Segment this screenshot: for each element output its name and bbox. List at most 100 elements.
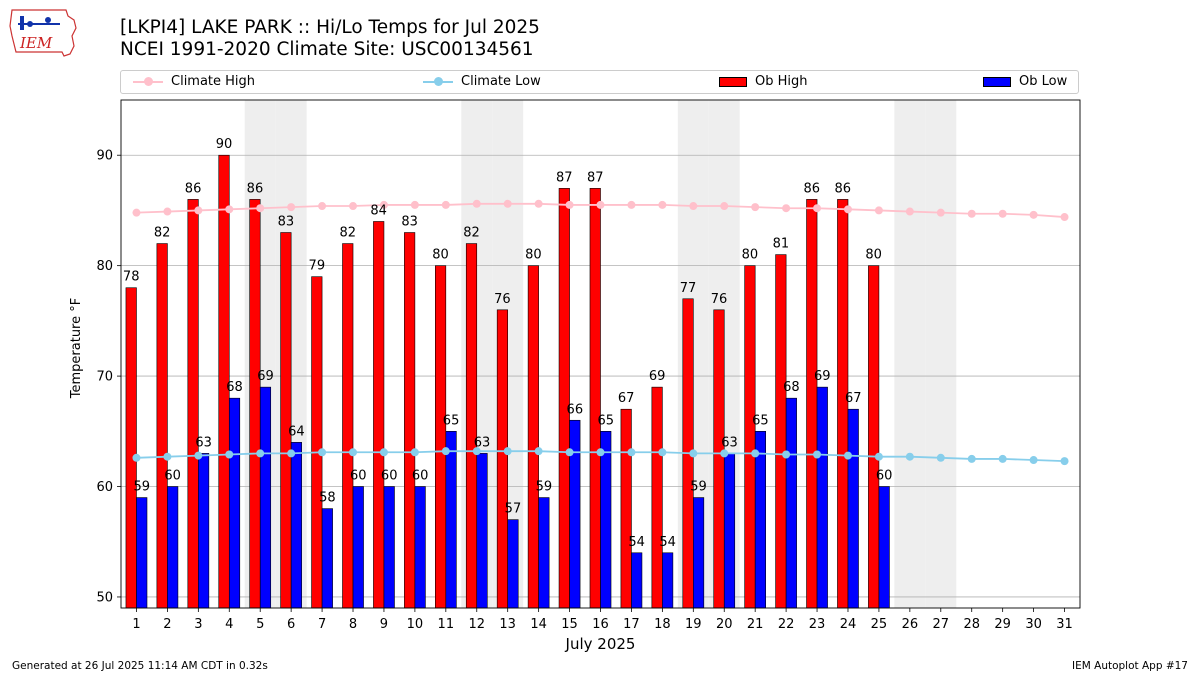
ob-high-label-13: 76	[494, 292, 511, 307]
ob-high-bar-18	[651, 386, 663, 609]
climate-high-point-12	[472, 199, 481, 208]
ytick-label-90: 90	[96, 149, 113, 164]
ob-low-label-15: 66	[567, 402, 584, 417]
ob-low-bar-1	[136, 497, 148, 609]
ob-low-label-9: 60	[381, 469, 398, 484]
ob-low-bar-25	[878, 486, 890, 609]
climate-high-point-27	[936, 208, 945, 217]
xtick-label-1: 1	[132, 617, 140, 632]
weekend-shade-27	[925, 100, 957, 608]
ob-high-label-7: 79	[309, 259, 326, 274]
ob-low-label-6: 64	[288, 424, 305, 439]
climate-low-point-16	[596, 448, 605, 457]
xtick-label-18: 18	[654, 617, 671, 632]
ob-low-label-20: 63	[721, 435, 738, 450]
climate-high-point-14	[534, 199, 543, 208]
ob-high-label-14: 80	[525, 248, 542, 263]
ob-low-bar-6	[290, 442, 302, 609]
ob-high-bar-15	[558, 188, 570, 609]
ob-high-bar-17	[620, 408, 632, 609]
ob-low-label-24: 67	[845, 391, 862, 406]
ob-low-label-5: 69	[257, 369, 274, 384]
ob-low-bar-13	[507, 519, 519, 609]
iem-logo: IEM	[9, 9, 77, 57]
ob-high-bar-7	[311, 276, 323, 609]
ob-high-bar-10	[404, 232, 416, 609]
ob-low-bar-3	[198, 453, 210, 609]
climate-high-point-15	[565, 200, 574, 209]
ob-high-label-20: 76	[711, 292, 728, 307]
ob-low-bar-9	[383, 486, 395, 609]
ob-high-bar-1	[125, 287, 137, 609]
climate-low-point-18	[658, 448, 667, 457]
ob-high-bar-14	[527, 265, 539, 609]
ob-low-bar-18	[662, 552, 674, 609]
climate-low-point-4	[225, 450, 234, 459]
ob-low-bar-24	[847, 408, 859, 609]
climate-low-point-8	[349, 448, 358, 457]
ob-high-bar-13	[496, 309, 508, 609]
ob-low-bar-14	[538, 497, 550, 609]
ob-high-bar-9	[373, 221, 385, 609]
ob-high-label-4: 90	[216, 137, 233, 152]
xtick-label-13: 13	[499, 617, 516, 632]
climate-high-point-7	[318, 202, 327, 211]
climate-low-point-10	[410, 448, 419, 457]
x-axis-label: July 2025	[565, 635, 636, 653]
ytick-label-50: 50	[96, 590, 113, 605]
xtick-label-11: 11	[438, 617, 455, 632]
chart-title: [LKPI4] LAKE PARK :: Hi/Lo Temps for Jul…	[120, 17, 540, 61]
ob-low-label-3: 63	[195, 435, 212, 450]
climate-high-point-11	[441, 200, 450, 209]
climate-high-point-13	[503, 199, 512, 208]
ob-high-bar-2	[156, 243, 168, 609]
ob-low-label-25: 60	[876, 469, 893, 484]
ob-high-label-15: 87	[556, 170, 573, 185]
xtick-label-7: 7	[318, 617, 326, 632]
xtick-label-10: 10	[407, 617, 424, 632]
y-axis-label: Temperature °F	[69, 298, 84, 399]
ob-high-label-10: 83	[401, 215, 418, 230]
climate-low-point-5	[256, 449, 265, 458]
ob-low-bar-15	[569, 419, 581, 609]
ytick-label-60: 60	[96, 480, 113, 495]
climate-low-point-15	[565, 448, 574, 457]
ob-low-label-8: 60	[350, 469, 367, 484]
climate-high-point-31	[1060, 213, 1069, 222]
ob-high-label-19: 77	[680, 281, 697, 296]
ob-high-label-24: 86	[834, 181, 851, 196]
climate-high-point-17	[627, 200, 636, 209]
ob-high-label-8: 82	[339, 226, 356, 241]
ob-low-bar-17	[631, 552, 643, 609]
ob-low-bar-23	[816, 386, 828, 609]
ob-low-bar-19	[693, 497, 705, 609]
xtick-label-6: 6	[287, 617, 295, 632]
ob-low-label-1: 59	[133, 480, 150, 495]
climate-high-point-30	[1029, 210, 1038, 219]
ob-high-label-17: 67	[618, 391, 635, 406]
xtick-label-8: 8	[349, 617, 357, 632]
climate-high-point-9	[379, 200, 388, 209]
ob-high-label-1: 78	[123, 270, 140, 285]
legend-ob-low: Ob Low	[983, 74, 1067, 89]
ob-high-label-12: 82	[463, 226, 480, 241]
legend-ob-low-label: Ob Low	[1019, 74, 1068, 89]
climate-low-point-25	[874, 452, 883, 461]
app-credit: IEM Autoplot App #17	[1072, 660, 1188, 672]
ob-high-bar-6	[280, 232, 292, 609]
xtick-label-16: 16	[592, 617, 609, 632]
ob-low-label-4: 68	[226, 380, 243, 395]
ob-low-bar-11	[445, 431, 457, 609]
climate-low-point-20	[720, 449, 729, 458]
ob-high-label-2: 82	[154, 226, 171, 241]
ob-low-label-18: 54	[659, 535, 676, 550]
ob-low-bar-21	[754, 431, 766, 609]
ob-high-label-3: 86	[185, 181, 202, 196]
climate-low-point-7	[318, 448, 327, 457]
svg-text:IEM: IEM	[19, 34, 53, 52]
climate-low-point-31	[1060, 457, 1069, 466]
xtick-label-17: 17	[623, 617, 640, 632]
climate-low-point-23	[813, 450, 822, 459]
ob-low-label-22: 68	[783, 380, 800, 395]
